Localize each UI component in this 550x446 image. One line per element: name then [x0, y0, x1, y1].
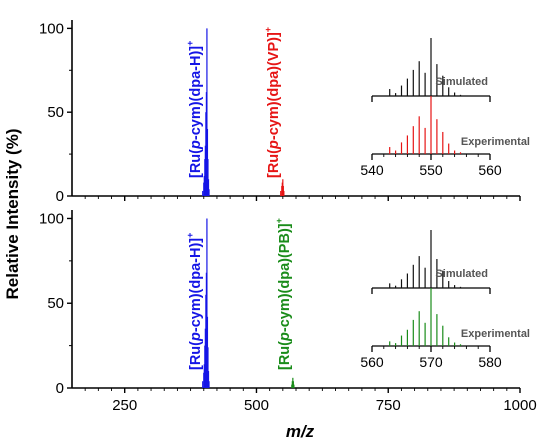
panel-1: 0 50 100 [Ru(p-cym)(dpa-H)]+ [Ru(p-cym)(dpa)…: [39, 20, 530, 205]
inset-x-tick-label: 560: [478, 162, 502, 178]
panels: 0 50 100 [Ru(p-cym)(dpa-H)]+ [Ru(p-cym)(dpa)…: [39, 20, 530, 397]
panel-2: 0 50 100 [Ru(p-cym)(dpa-H)]+ [Ru(p-cym)(dpa)…: [39, 210, 530, 397]
simulated-label: Simulated: [435, 268, 488, 280]
isotope-inset: Simulated Experimental 540 550 560: [360, 38, 530, 178]
simulated-label: Simulated: [435, 76, 488, 88]
experimental-label: Experimental: [461, 136, 530, 148]
ion-label: [Ru(p-cym)(dpa)(PB)]+: [274, 218, 293, 370]
x-axis: 250 500 750 1000: [112, 397, 536, 414]
y-tick-label: 50: [47, 295, 64, 312]
isotope-inset: Simulated Experimental 560 570 580: [360, 230, 530, 370]
inset-x-tick-label: 570: [419, 354, 443, 370]
y-tick-label: 100: [39, 210, 64, 227]
y-tick-label: 100: [39, 20, 64, 37]
y-tick-label: 0: [56, 380, 64, 397]
inset-x-tick-label: 550: [419, 162, 443, 178]
ion-label: [Ru(p-cym)(dpa-H)]+: [185, 41, 204, 178]
inset-x-tick-label: 580: [478, 354, 502, 370]
x-tick-label: 750: [376, 397, 401, 414]
y-tick-label: 50: [47, 104, 64, 121]
inset-x-tick-label: 560: [360, 354, 384, 370]
experimental-label: Experimental: [461, 328, 530, 340]
x-tick-label: 250: [112, 397, 137, 414]
ion-label: [Ru(p-cym)(dpa)(VP)]+: [263, 27, 282, 178]
y-axis-title: Relative Intensity (%): [3, 129, 22, 300]
inset-x-tick-label: 540: [360, 162, 384, 178]
x-axis-title: m/z: [286, 422, 315, 441]
x-tick-label: 1000: [503, 397, 536, 414]
y-tick-label: 0: [56, 188, 64, 205]
x-tick-label: 500: [244, 397, 269, 414]
ion-label: [Ru(p-cym)(dpa-H)]+: [185, 233, 204, 370]
